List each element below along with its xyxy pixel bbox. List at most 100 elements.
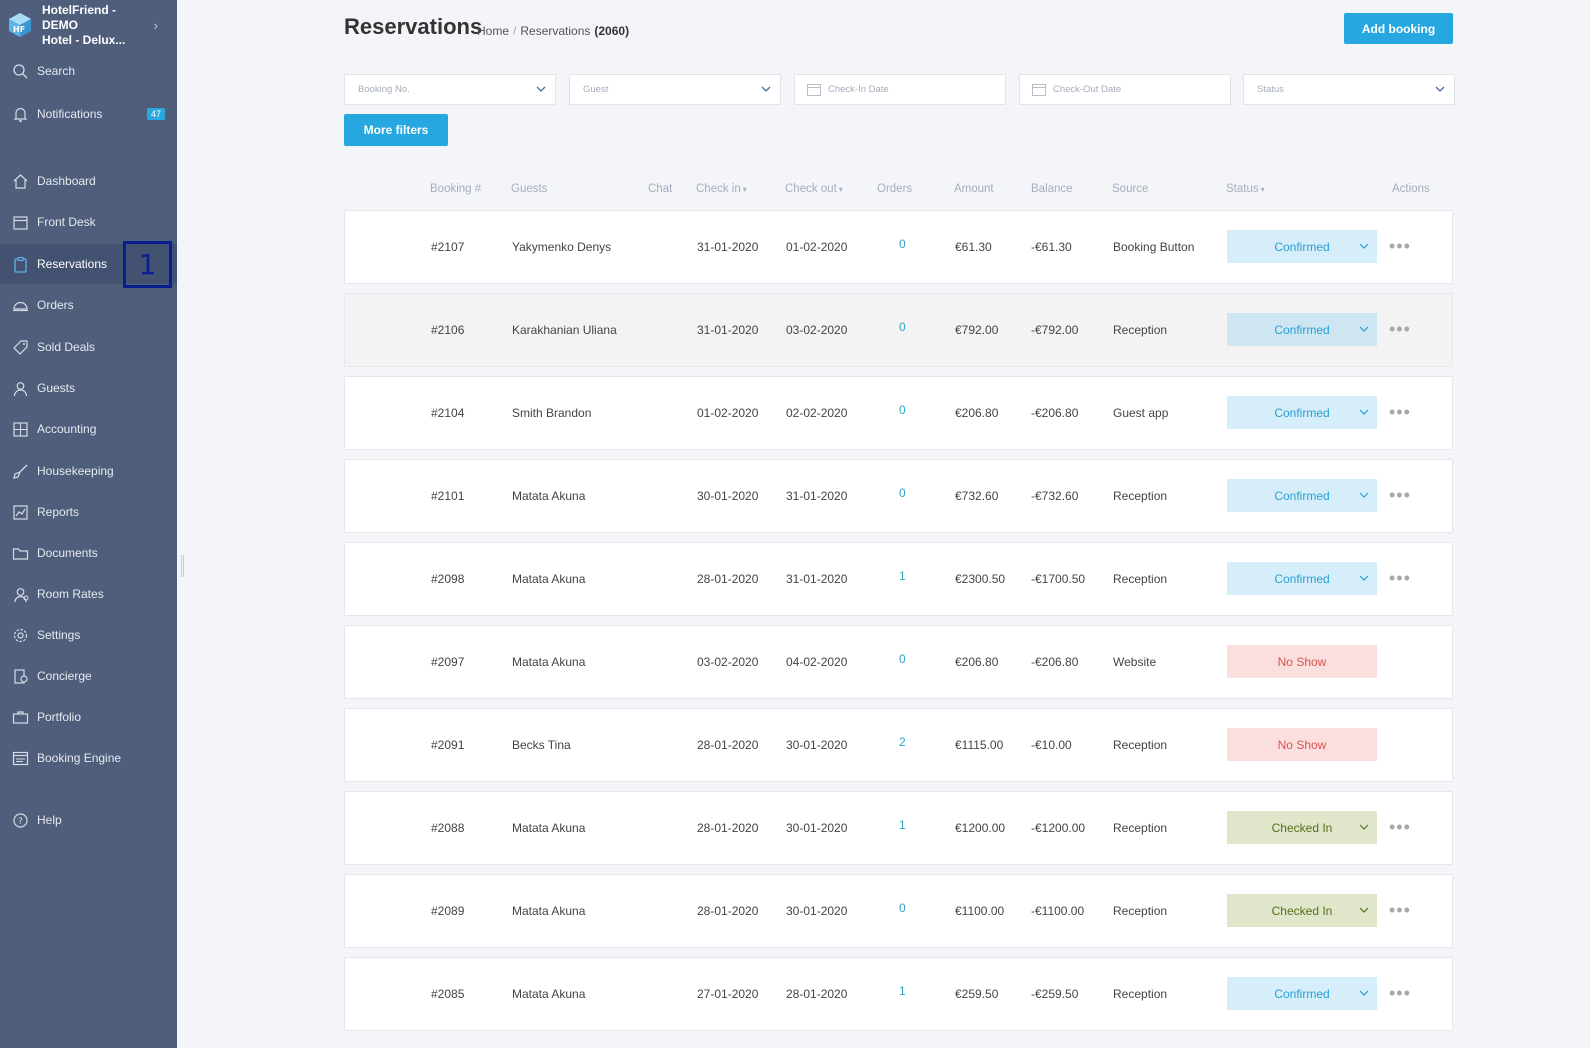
more-actions-icon[interactable]: ••• <box>1389 236 1411 256</box>
column-header-status[interactable]: Status ▾ <box>1226 183 1265 195</box>
sidebar-item-label: Sold Deals <box>37 340 96 354</box>
check-out-cell: 04-02-2020 <box>786 655 848 669</box>
orders-count-cell[interactable]: 1 <box>899 984 906 998</box>
table-row[interactable]: #2088 Matata Akuna 28-01-2020 30-01-2020 1 €1… <box>344 791 1453 865</box>
status-filter[interactable]: Status <box>1243 74 1455 105</box>
table-row[interactable]: #2098 Matata Akuna 28-01-2020 31-01-2020 1 €2… <box>344 542 1453 616</box>
more-actions-icon[interactable]: ••• <box>1389 568 1411 588</box>
status-dropdown[interactable]: No Show <box>1227 728 1377 761</box>
more-filters-button[interactable]: More filters <box>344 114 448 146</box>
sidebar-item-dashboard[interactable]: Dashboard <box>0 161 177 201</box>
status-dropdown[interactable]: Checked In <box>1227 811 1377 844</box>
orders-count-cell[interactable]: 0 <box>899 403 906 417</box>
status-dropdown[interactable]: Confirmed <box>1227 977 1377 1010</box>
table-row[interactable]: #2101 Matata Akuna 30-01-2020 31-01-2020 0 €7… <box>344 459 1453 533</box>
status-dropdown[interactable]: No Show <box>1227 645 1377 678</box>
more-actions-icon[interactable]: ••• <box>1389 900 1411 920</box>
booking-number-cell[interactable]: #2091 <box>431 738 465 752</box>
status-dropdown[interactable]: Confirmed <box>1227 230 1377 263</box>
sidebar-item-label: Help <box>37 813 62 827</box>
sidebar-resize-handle[interactable] <box>181 555 184 577</box>
table-row[interactable]: #2107 Yakymenko Denys 31-01-2020 01-02-2020… <box>344 210 1453 284</box>
sidebar-item-guests[interactable]: Guests <box>0 368 177 408</box>
add-booking-button[interactable]: Add booking <box>1344 13 1453 44</box>
sidebar-item-label: Notifications <box>37 107 103 121</box>
more-actions-icon[interactable]: ••• <box>1389 485 1411 505</box>
balance-cell: -€1700.50 <box>1031 572 1086 586</box>
booking-number-cell[interactable]: #2098 <box>431 572 465 586</box>
sidebar-item-reports[interactable]: Reports <box>0 492 177 532</box>
guest-filter[interactable]: Guest <box>569 74 781 105</box>
sidebar-item-room-rates[interactable]: Room Rates <box>0 574 177 614</box>
booking-number-cell[interactable]: #2085 <box>431 987 465 1001</box>
orders-count-cell[interactable]: 0 <box>899 901 906 915</box>
booking-number-cell[interactable]: #2088 <box>431 821 465 835</box>
sidebar-item-search[interactable]: Search <box>0 51 177 91</box>
more-actions-icon[interactable]: ••• <box>1389 319 1411 339</box>
orders-count-cell[interactable]: 2 <box>899 735 906 749</box>
sidebar-item-reservations[interactable]: Reservations <box>0 244 177 284</box>
check-in-date-filter[interactable]: Check-In Date <box>794 74 1006 105</box>
booking-number-cell[interactable]: #2101 <box>431 489 465 503</box>
sidebar-item-orders[interactable]: Orders <box>0 285 177 325</box>
check-in-cell: 28-01-2020 <box>697 904 759 918</box>
sidebar-item-settings[interactable]: Settings <box>0 615 177 655</box>
guest-name-cell: Matata Akuna <box>512 489 586 503</box>
check-in-cell: 28-01-2020 <box>697 572 759 586</box>
sidebar-item-accounting[interactable]: Accounting <box>0 409 177 449</box>
table-row[interactable]: #2089 Matata Akuna 28-01-2020 30-01-2020 0 €1… <box>344 874 1453 948</box>
sidebar-item-label: Search <box>37 64 76 78</box>
column-header-check-out-label: Check out <box>785 183 837 195</box>
more-actions-icon[interactable]: ••• <box>1389 817 1411 837</box>
status-dropdown[interactable]: Confirmed <box>1227 396 1377 429</box>
sidebar-item-concierge[interactable]: Concierge <box>0 656 177 696</box>
booking-number-cell[interactable]: #2089 <box>431 904 465 918</box>
orders-count-cell[interactable]: 0 <box>899 652 906 666</box>
sidebar-item-sold-deals[interactable]: Sold Deals <box>0 327 177 367</box>
sidebar-item-front-desk[interactable]: Front Desk <box>0 202 177 242</box>
more-actions-icon[interactable]: ••• <box>1389 983 1411 1003</box>
sidebar-item-booking-engine[interactable]: Booking Engine <box>0 738 177 778</box>
orders-count-cell[interactable]: 1 <box>899 569 906 583</box>
balance-cell: -€1100.00 <box>1031 904 1085 918</box>
check-out-cell: 31-01-2020 <box>786 572 848 586</box>
orders-count-cell[interactable]: 0 <box>899 320 906 334</box>
column-header-check-in[interactable]: Check in ▾ <box>696 183 747 195</box>
source-cell: Reception <box>1113 572 1168 586</box>
booking-number-cell[interactable]: #2106 <box>431 323 465 337</box>
booking-number-cell[interactable]: #2107 <box>431 240 465 254</box>
check-out-date-placeholder: Check-Out Date <box>1053 84 1122 95</box>
status-dropdown[interactable]: Confirmed <box>1227 313 1377 346</box>
breadcrumb-home[interactable]: Home <box>477 24 510 38</box>
more-actions-icon[interactable]: ••• <box>1389 402 1411 422</box>
hotel-switcher[interactable]: HF HotelFriend - DEMO Hotel - Delux... › <box>0 0 177 50</box>
column-header-check-out[interactable]: Check out ▾ <box>785 183 843 195</box>
status-dropdown[interactable]: Confirmed <box>1227 562 1377 595</box>
orders-count-cell[interactable]: 1 <box>899 818 906 832</box>
sidebar-item-documents[interactable]: Documents <box>0 533 177 573</box>
booking-number-cell[interactable]: #2104 <box>431 406 465 420</box>
booking-no-filter[interactable]: Booking No. <box>344 74 556 105</box>
sidebar-item-housekeeping[interactable]: Housekeeping <box>0 451 177 491</box>
chart-icon <box>13 504 28 520</box>
status-dropdown[interactable]: Checked In <box>1227 894 1377 927</box>
check-out-cell: 30-01-2020 <box>786 821 848 835</box>
check-in-cell: 28-01-2020 <box>697 738 759 752</box>
table-row[interactable]: #2097 Matata Akuna 03-02-2020 04-02-2020 0 €2… <box>344 625 1453 699</box>
sidebar-item-notifications[interactable]: Notifications 47 <box>0 94 177 134</box>
table-row[interactable]: #2104 Smith Brandon 01-02-2020 02-02-2020 0 €… <box>344 376 1453 450</box>
table-row[interactable]: #2106 Karakhanian Uliana 31-01-2020 03-02-2… <box>344 293 1453 367</box>
orders-count-cell[interactable]: 0 <box>899 237 906 251</box>
chevron-down-icon <box>1359 492 1369 498</box>
booking-number-cell[interactable]: #2097 <box>431 655 465 669</box>
table-row[interactable]: #2091 Becks Tina 28-01-2020 30-01-2020 2 €111… <box>344 708 1453 782</box>
home-icon <box>13 173 28 189</box>
balance-cell: -€206.80 <box>1031 406 1079 420</box>
sidebar-item-portfolio[interactable]: Portfolio <box>0 697 177 737</box>
sidebar-item-help[interactable]: ? Help <box>0 800 177 840</box>
table-row[interactable]: #2085 Matata Akuna 27-01-2020 28-01-2020 1 €2… <box>344 957 1453 1031</box>
status-dropdown[interactable]: Confirmed <box>1227 479 1377 512</box>
check-out-date-filter[interactable]: Check-Out Date <box>1019 74 1231 105</box>
orders-count-cell[interactable]: 0 <box>899 486 906 500</box>
chevron-down-icon <box>1359 409 1369 415</box>
